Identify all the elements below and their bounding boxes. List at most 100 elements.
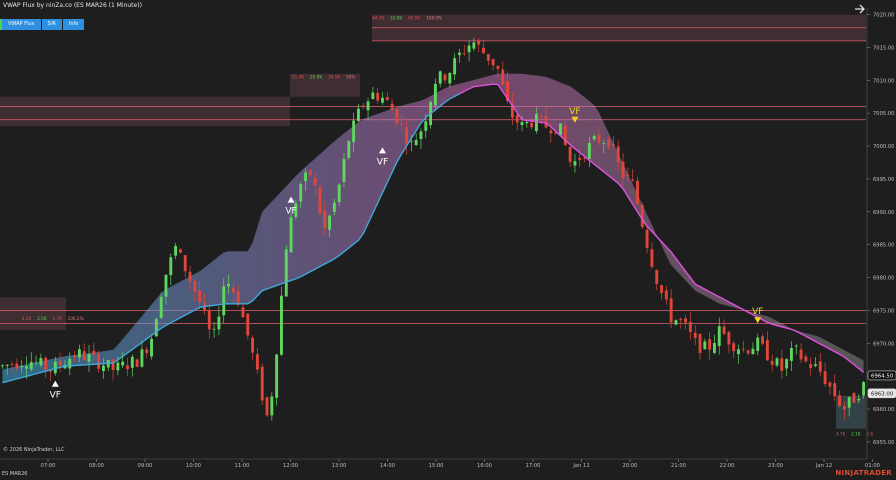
candle-body xyxy=(438,71,442,84)
signal-triangle-up xyxy=(378,147,386,154)
candle-body xyxy=(318,187,322,214)
candle-body xyxy=(275,354,279,398)
candle-body xyxy=(467,45,471,53)
x-tick-label: Jan 11 xyxy=(572,463,589,469)
y-tick-label: 6970.00 xyxy=(873,341,894,347)
candle-body xyxy=(568,147,572,162)
x-tick-label: 11:00 xyxy=(235,463,250,469)
candle-body xyxy=(525,121,529,124)
volume-label: 20.9K xyxy=(310,75,322,80)
vwap-flux-button[interactable]: VWAP Flux xyxy=(0,19,41,30)
candle-body xyxy=(592,135,596,140)
candle-body xyxy=(29,362,33,370)
volume-label: 1.7K xyxy=(52,316,62,321)
candle-body xyxy=(414,140,418,146)
candle-body xyxy=(563,125,567,146)
candle-body xyxy=(154,318,158,337)
candle-body xyxy=(328,215,332,230)
candle-body xyxy=(313,177,317,186)
candle-body xyxy=(482,47,485,54)
candle-body xyxy=(616,146,620,163)
candle-body xyxy=(183,255,187,272)
volume-label: 108.0% xyxy=(426,16,442,21)
candle-body xyxy=(804,356,808,362)
x-tick-label: 09:00 xyxy=(138,463,153,469)
candle-body xyxy=(818,361,822,372)
candle-body xyxy=(376,92,380,101)
candle-body xyxy=(823,371,827,384)
candle-body xyxy=(645,229,649,248)
candle-body xyxy=(193,280,197,292)
candle-body xyxy=(284,249,288,297)
candle-body xyxy=(342,158,346,182)
candle-body xyxy=(458,52,461,56)
candle-body xyxy=(323,210,327,228)
candle-body xyxy=(611,144,615,146)
candle-body xyxy=(506,81,510,102)
candle-body xyxy=(544,115,548,128)
candle-body xyxy=(251,337,255,353)
signal-label: VF xyxy=(569,107,580,117)
candle-body xyxy=(20,366,24,368)
x-tick-label: Jan 12 xyxy=(815,463,832,469)
price-tag xyxy=(867,388,896,399)
candle-body xyxy=(785,359,789,369)
candle-body xyxy=(44,357,48,370)
candle-body xyxy=(207,310,211,330)
volume-label: 2.5K xyxy=(37,316,47,321)
sr-button[interactable]: S/R xyxy=(41,19,62,30)
y-tick-label: 7020.00 xyxy=(873,13,894,19)
candle-body xyxy=(587,143,591,159)
candle-body xyxy=(227,283,230,287)
x-tick-label: 23:00 xyxy=(768,463,783,469)
candle-body xyxy=(650,249,654,267)
candle-body xyxy=(857,399,861,401)
candle-body xyxy=(761,336,765,344)
candle-body xyxy=(130,356,134,368)
candle-body xyxy=(794,345,798,347)
candle-body xyxy=(765,339,769,361)
candle-body xyxy=(477,40,481,45)
y-axis: 6955.006960.006965.006970.006975.006980.… xyxy=(866,8,896,459)
candle-body xyxy=(87,354,91,362)
signal-triangle-up xyxy=(287,196,295,203)
info-button[interactable]: Info xyxy=(62,19,85,30)
candle-body xyxy=(126,365,129,370)
sr-zone-mid2 xyxy=(290,73,360,97)
sr-zones: 94.7K 33.9K 60.9K 108.0% 51.4K 20.9K 30.5K 50% 4… xyxy=(0,14,873,437)
volume-label: 4.7K xyxy=(836,432,846,437)
candle-body xyxy=(356,108,360,121)
candle-body xyxy=(722,326,726,334)
candle-body xyxy=(433,83,437,106)
candle-body xyxy=(361,105,365,107)
candle-body xyxy=(366,101,370,111)
candle-body xyxy=(501,69,505,85)
y-tick-label: 6985.00 xyxy=(873,243,894,249)
y-tick-label: 6955.00 xyxy=(873,440,894,446)
y-tick-label: 7005.00 xyxy=(873,111,894,117)
candle-body xyxy=(390,103,394,111)
candle-body xyxy=(0,365,4,367)
candle-body xyxy=(111,359,115,371)
candle-body xyxy=(491,59,495,66)
candle-body xyxy=(453,58,457,75)
toolbar: VWAP Flux S/R Info xyxy=(0,19,85,30)
x-tick-label: 01:00 xyxy=(865,463,880,469)
price-tag-label: 6963.00 xyxy=(871,391,894,397)
candle-body xyxy=(371,92,375,99)
candle-body xyxy=(655,270,659,284)
candle-body xyxy=(510,102,514,118)
candle-body xyxy=(539,115,543,117)
x-tick-label: 07:00 xyxy=(41,463,56,469)
arrow-right-icon[interactable] xyxy=(854,3,866,15)
candle-body xyxy=(39,358,43,366)
x-tick-label: 12:00 xyxy=(283,463,298,469)
x-tick-label: 17:00 xyxy=(526,463,541,469)
candle-body xyxy=(145,349,149,354)
candle-body xyxy=(400,123,404,125)
x-tick-label: 10:00 xyxy=(186,463,201,469)
candle-body xyxy=(534,113,538,132)
y-tick-label: 6980.00 xyxy=(873,276,894,282)
instrument-label: ES MAR26 xyxy=(2,471,28,477)
